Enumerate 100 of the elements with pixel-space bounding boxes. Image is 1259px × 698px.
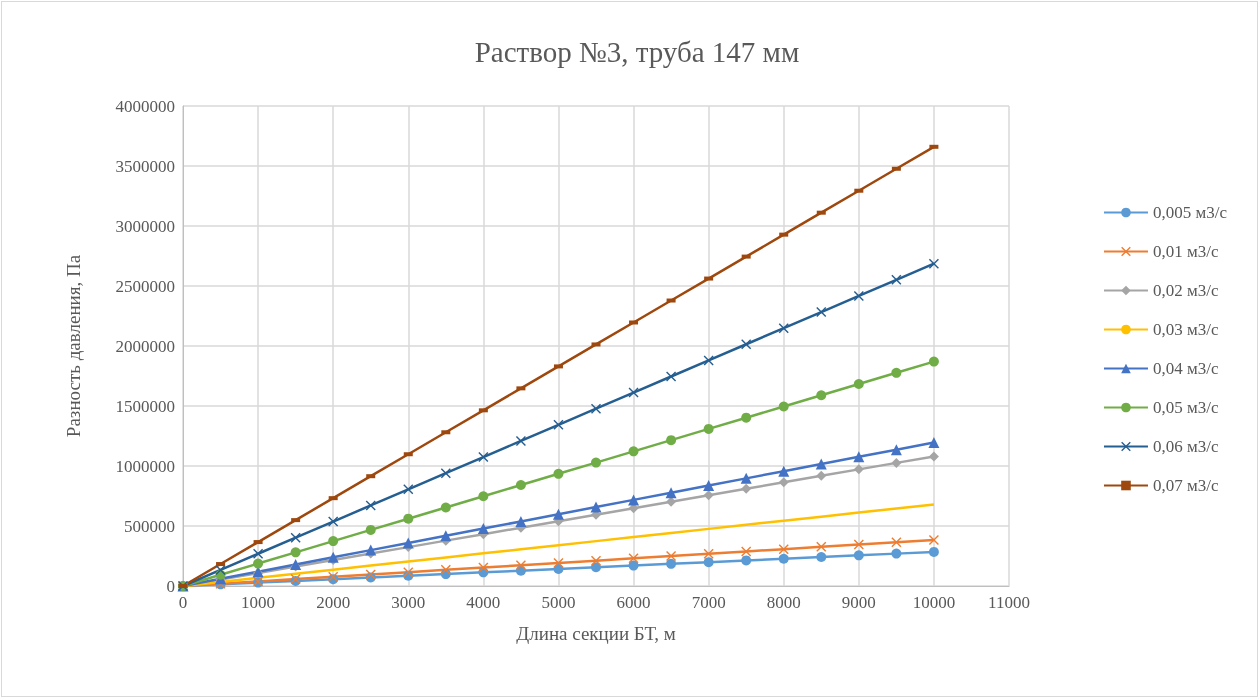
y-tick-label: 4000000 — [115, 96, 175, 116]
point — [741, 339, 752, 350]
point — [816, 470, 827, 481]
legend-label: 0,05 м3/с — [1152, 398, 1219, 417]
point — [553, 468, 564, 479]
point — [703, 548, 714, 559]
legend-label: 0,03 м3/с — [1152, 320, 1219, 339]
point — [666, 551, 677, 562]
point — [402, 537, 414, 549]
x-tick-label: 2000 — [316, 593, 351, 612]
point — [703, 423, 714, 434]
point — [253, 548, 264, 559]
point — [515, 560, 526, 571]
point — [928, 436, 940, 448]
point — [891, 457, 902, 468]
point — [816, 390, 827, 401]
point — [628, 560, 639, 571]
x-tick-label: 3000 — [391, 593, 426, 612]
legend-label: 0,06 м3/с — [1152, 437, 1219, 456]
y-tick-label: 3500000 — [115, 156, 175, 176]
point — [290, 547, 301, 558]
point — [741, 555, 752, 566]
point — [403, 484, 414, 495]
point — [591, 555, 601, 566]
point — [478, 452, 489, 463]
point — [553, 419, 564, 430]
point — [365, 524, 376, 535]
point — [666, 558, 677, 569]
point — [778, 323, 789, 334]
point — [440, 502, 451, 513]
point — [816, 541, 827, 552]
x-tick-label: 11000 — [988, 593, 1030, 612]
point — [628, 446, 639, 457]
point — [290, 532, 301, 543]
x-tick-label: 8000 — [766, 593, 801, 612]
point — [853, 379, 864, 390]
point — [853, 290, 864, 301]
point — [591, 403, 601, 414]
point — [628, 494, 640, 506]
legend-label: 0,07 м3/с — [1152, 476, 1219, 495]
point — [553, 557, 564, 568]
legend-label: 0,005 м3/с — [1152, 203, 1228, 222]
point — [478, 491, 489, 502]
point — [928, 546, 939, 557]
point — [928, 356, 939, 367]
y-tick-label: 2500000 — [115, 276, 175, 296]
point — [853, 464, 864, 475]
chart-title: Раствор №3, труба 147 мм — [474, 35, 800, 68]
point — [928, 534, 939, 545]
point — [815, 458, 827, 470]
point — [215, 564, 226, 575]
point — [741, 412, 752, 423]
y-tick-label: 3000000 — [115, 216, 175, 236]
point — [440, 564, 451, 575]
point — [590, 501, 602, 513]
y-axis-title: Разность давления, Па — [63, 254, 84, 438]
point — [591, 457, 601, 468]
point — [365, 544, 377, 556]
x-tick-label: 6000 — [616, 593, 651, 612]
x-tick-label: 10000 — [912, 593, 956, 612]
point — [515, 435, 526, 446]
point — [628, 387, 639, 398]
point — [440, 468, 451, 479]
point — [891, 537, 902, 548]
x-tick-label: 4000 — [466, 593, 501, 612]
point — [703, 557, 714, 568]
legend-label: 0,04 м3/с — [1152, 359, 1219, 378]
point — [666, 371, 677, 382]
point — [403, 513, 414, 524]
x-tick-label: 5000 — [541, 593, 576, 612]
point — [778, 544, 789, 555]
point — [890, 444, 902, 456]
point — [703, 490, 714, 501]
point — [628, 553, 639, 564]
point — [328, 516, 339, 527]
point — [891, 274, 902, 285]
legend-label: 0,02 м3/с — [1152, 281, 1219, 300]
x-tick-label: 1000 — [241, 593, 276, 612]
point — [591, 562, 601, 573]
point — [853, 539, 864, 550]
point — [665, 487, 677, 499]
point — [891, 548, 902, 559]
point — [853, 550, 864, 561]
point — [440, 530, 452, 542]
point — [928, 258, 939, 269]
y-tick-label: 500000 — [124, 516, 175, 536]
point — [740, 472, 752, 484]
point — [778, 477, 789, 488]
point — [778, 401, 789, 412]
point — [816, 307, 827, 318]
point — [816, 552, 827, 563]
x-tick-label: 7000 — [691, 593, 726, 612]
x-tick-label: 9000 — [841, 593, 876, 612]
point — [515, 480, 526, 491]
point — [328, 536, 339, 547]
point — [666, 435, 677, 446]
y-tick-label: 1500000 — [115, 396, 175, 416]
x-tick-label: 0 — [178, 593, 188, 612]
point — [515, 515, 527, 527]
point — [741, 546, 752, 557]
